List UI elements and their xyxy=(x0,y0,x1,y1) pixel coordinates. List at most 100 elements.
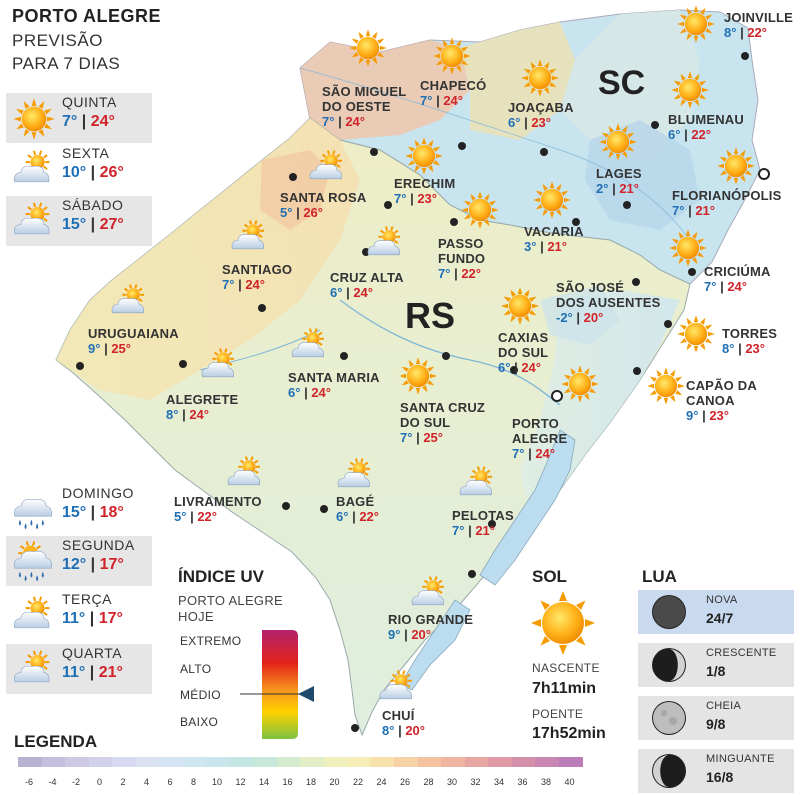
city-temps: 7° | 23° xyxy=(394,191,437,206)
legend-swatch xyxy=(112,757,136,767)
min-temp: 8° xyxy=(722,341,735,356)
partly-cloudy-icon xyxy=(308,148,348,193)
min-temp: 7° xyxy=(62,113,78,130)
city-name: RIO GRANDE xyxy=(388,612,474,627)
city-forecast: SANTA CRUZ DO SUL 7° | 25° xyxy=(400,400,485,445)
city-name: CHAPECÓ xyxy=(420,78,487,93)
legend-swatch xyxy=(135,757,160,767)
sun-icon xyxy=(12,97,56,146)
city-name: ALEGRETE xyxy=(166,392,239,407)
city-marker xyxy=(362,248,370,256)
city-name: CHUÍ xyxy=(382,708,415,723)
city-marker xyxy=(572,218,580,226)
legend-value: 18 xyxy=(305,777,316,787)
sun-icon xyxy=(404,136,444,181)
max-temp: 24° xyxy=(90,113,115,130)
min-temp: 7° xyxy=(672,203,685,218)
moon-title: LUA xyxy=(642,567,677,586)
min-temp: 8° xyxy=(382,723,395,738)
city-name: PORTO ALEGRE xyxy=(512,416,568,446)
sun-title: SOL xyxy=(532,567,567,586)
city-marker xyxy=(510,366,518,374)
legend-swatch xyxy=(558,757,583,767)
uv-level-medio: MÉDIO xyxy=(180,688,221,702)
moon-phase-name: CHEIA xyxy=(706,700,742,712)
city-name: BLUMENAU xyxy=(668,112,744,127)
max-temp: 24° xyxy=(189,407,209,422)
city-temps: 7° | 24° xyxy=(512,446,555,461)
min-temp: 7° xyxy=(512,446,525,461)
max-temp: 22° xyxy=(691,127,711,142)
forecast-day-name: QUARTA xyxy=(62,645,123,661)
moon-phase-row: CHEIA 9/8 xyxy=(638,696,794,740)
city-forecast: FLORIANÓPOLIS 7° | 21° xyxy=(672,188,782,218)
legend-value: 14 xyxy=(258,777,269,787)
legend-value: 40 xyxy=(564,777,575,787)
legend-value: 8 xyxy=(190,777,196,787)
max-temp: 24° xyxy=(311,385,331,400)
legend-swatch xyxy=(41,757,66,767)
city-marker xyxy=(179,360,187,368)
sun-icon xyxy=(531,591,595,655)
city-marker xyxy=(370,148,378,156)
city-marker xyxy=(488,520,496,528)
city-marker xyxy=(384,201,392,209)
legend-value: 16 xyxy=(282,777,293,787)
min-temp: 7° xyxy=(420,93,433,108)
city-temps: 7° | 21° xyxy=(672,203,715,218)
city-name: JOAÇABA xyxy=(508,100,574,115)
city-name: SANTIAGO xyxy=(222,262,293,277)
city-name: CRUZ ALTA xyxy=(330,270,404,285)
legend-value: 10 xyxy=(211,777,222,787)
city-forecast: CHUÍ 8° | 20° xyxy=(382,708,425,738)
moon-phase-date: 16/8 xyxy=(706,769,734,785)
forecast-day-temps: 10° | 26° xyxy=(62,164,124,181)
city-name: BAGÉ xyxy=(336,494,375,509)
legend-swatch xyxy=(441,757,465,767)
legend-swatch xyxy=(206,757,230,767)
sun-icon xyxy=(670,70,710,115)
min-temp: 6° xyxy=(288,385,301,400)
city-temps: 6° | 22° xyxy=(668,127,711,142)
city-marker xyxy=(468,570,476,578)
city-marker xyxy=(632,278,640,286)
city-forecast: PORTO ALEGRE 7° | 24° xyxy=(512,416,567,461)
min-temp: 7° xyxy=(704,279,717,294)
partly-cloudy-icon xyxy=(12,148,56,197)
min-temp: 7° xyxy=(452,523,465,538)
max-temp: 23° xyxy=(745,341,765,356)
uv-subtitle-2: HOJE xyxy=(178,609,214,624)
city-marker xyxy=(289,173,297,181)
max-temp: 27° xyxy=(99,216,124,233)
partly-cloudy-icon xyxy=(230,218,270,263)
uv-title: ÍNDICE UV xyxy=(178,567,264,586)
moon-phase-name: CRESCENTE xyxy=(706,647,777,659)
uv-subtitle-1: PORTO ALEGRE xyxy=(178,593,283,608)
city-forecast: CRUZ ALTA 6° | 24° xyxy=(330,270,404,300)
legend-swatch xyxy=(511,757,536,767)
moon-phase-date: 9/8 xyxy=(706,716,726,732)
city-temps: 9° | 23° xyxy=(686,408,729,423)
max-temp: 21° xyxy=(98,664,123,681)
partly-cloudy-icon xyxy=(336,456,376,501)
city-temps: 8° | 22° xyxy=(724,25,767,40)
city-marker xyxy=(758,168,770,180)
min-temp: 11° xyxy=(62,664,86,681)
city-marker xyxy=(258,304,266,312)
legend-swatch xyxy=(65,757,89,767)
city-name: LAGES xyxy=(596,166,642,181)
max-temp: 24° xyxy=(345,114,365,129)
forecast-day-name: SEXTA xyxy=(62,145,110,161)
city-forecast: SANTIAGO 7° | 24° xyxy=(222,262,292,292)
min-temp: 12° xyxy=(62,556,87,573)
sun-icon xyxy=(598,122,638,167)
partly-cloudy-icon xyxy=(226,454,266,499)
city-forecast: SÃO MIGUEL DO OESTE 7° | 24° xyxy=(322,84,406,129)
max-temp: 22° xyxy=(747,25,767,40)
max-temp: 25° xyxy=(111,341,131,356)
page-subtitle-2: PARA 7 DIAS xyxy=(12,54,121,73)
legend-title: LEGENDA xyxy=(14,732,98,751)
max-temp: 21° xyxy=(619,181,639,196)
min-temp: 3° xyxy=(524,239,537,254)
city-forecast: JOAÇABA 6° | 23° xyxy=(508,100,574,130)
